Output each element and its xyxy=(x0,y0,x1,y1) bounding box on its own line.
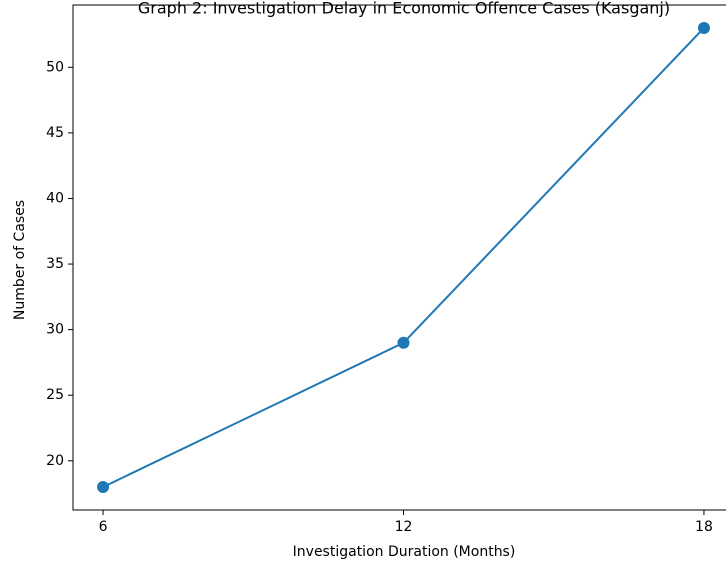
axes-frame xyxy=(72,4,726,511)
y-tick-label: 20 xyxy=(46,453,64,469)
y-tick-label: 50 xyxy=(46,59,64,75)
x-tick-label: 12 xyxy=(395,519,413,535)
data-point xyxy=(397,336,410,349)
x-tick-label: 18 xyxy=(695,519,713,535)
chart-title: Graph 2: Investigation Delay in Economic… xyxy=(138,0,670,18)
y-axis-label: Number of Cases xyxy=(12,200,28,320)
y-tick-label: 40 xyxy=(46,190,64,206)
y-tick-label: 25 xyxy=(46,387,64,403)
data-point xyxy=(697,21,710,34)
axes xyxy=(72,4,726,511)
y-tick-label: 45 xyxy=(46,125,64,141)
plot-area xyxy=(97,21,710,494)
y-tick-label: 35 xyxy=(46,256,64,272)
x-axis-label: Investigation Duration (Months) xyxy=(293,544,516,560)
series-line xyxy=(102,27,705,488)
x-axis-ticks: 6 12 18 xyxy=(99,510,713,535)
x-tick-label: 6 xyxy=(99,519,108,535)
y-tick-label: 30 xyxy=(46,322,64,338)
data-point xyxy=(97,481,110,494)
y-axis-ticks: 20 25 30 35 40 45 50 xyxy=(46,59,73,469)
